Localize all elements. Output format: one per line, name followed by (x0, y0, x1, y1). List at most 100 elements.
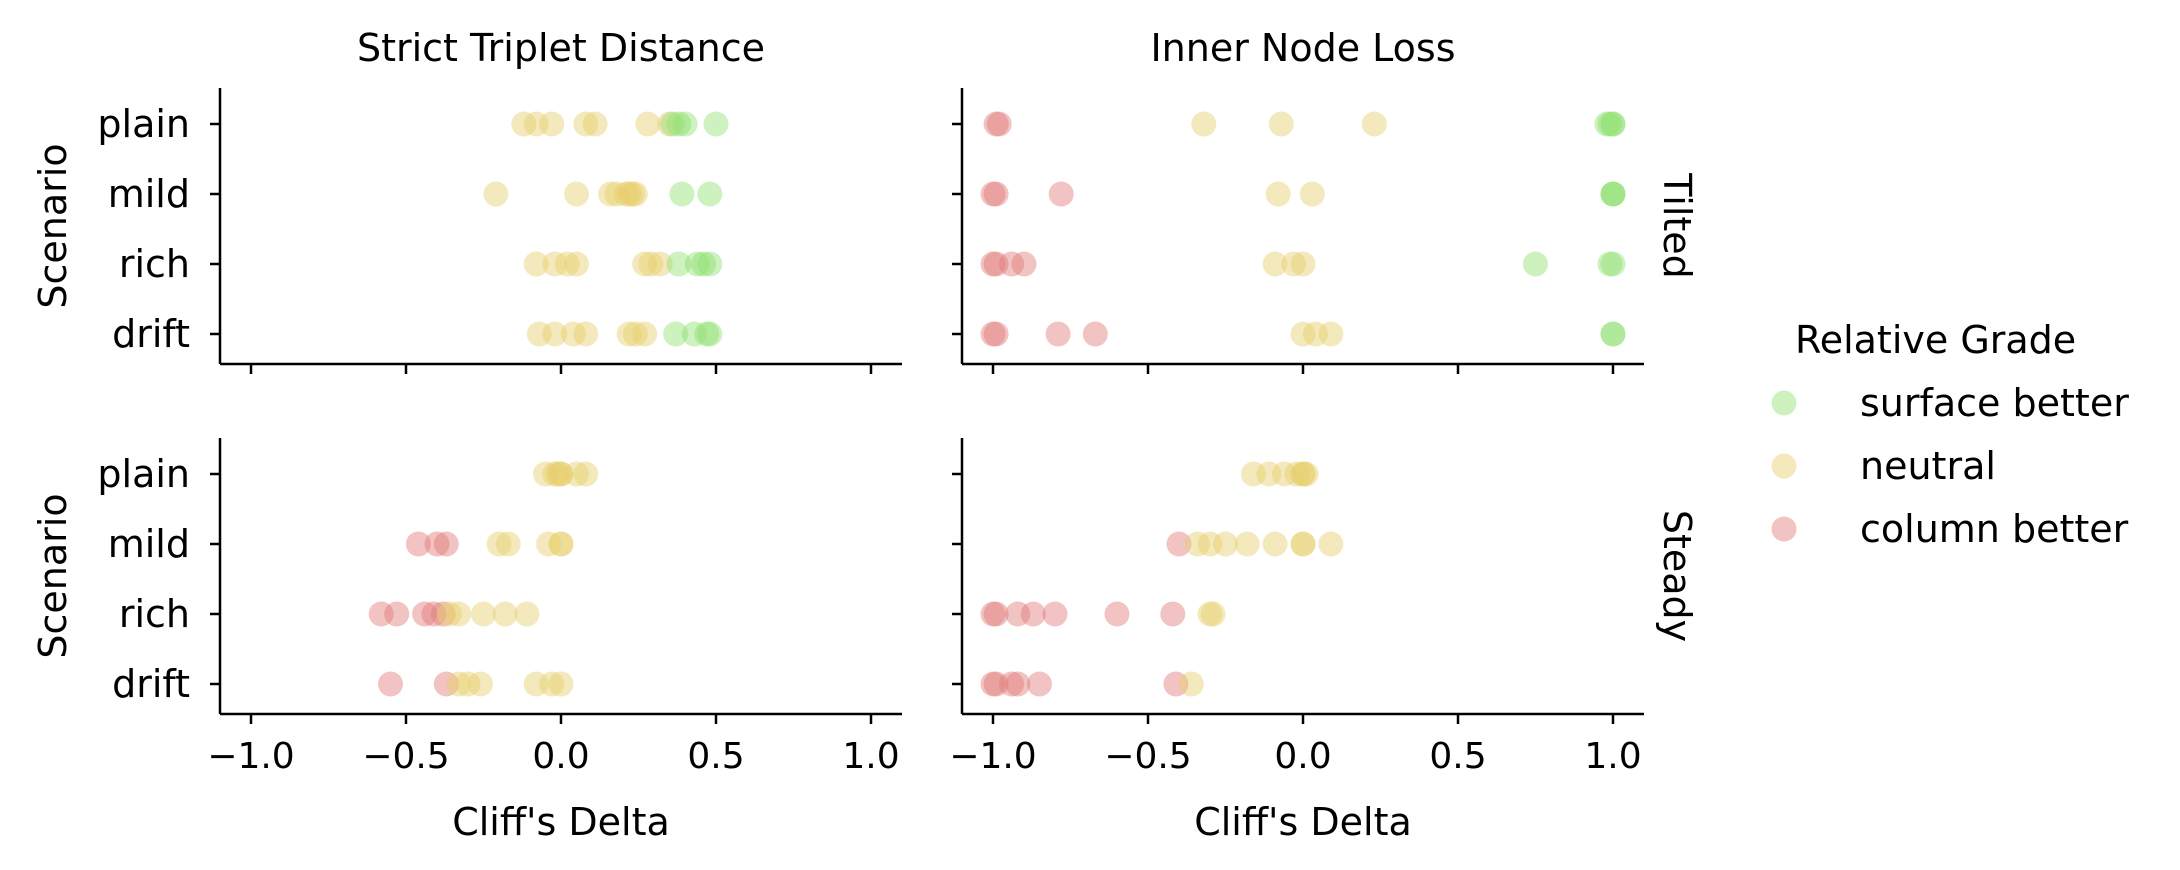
data-point-drift-surface-better (681, 321, 707, 347)
data-point-plain-surface-better (672, 111, 698, 137)
data-point-rich-neutral (1197, 601, 1223, 627)
data-point-plain-column-better (986, 111, 1012, 137)
data-point-mild-neutral (613, 181, 639, 207)
data-point-drift-surface-better (697, 321, 723, 347)
data-point-drift-neutral (523, 671, 549, 697)
panel-tilted-strict-triplet-distance: plain mild rich drift Strict Triplet Distanc… (31, 26, 902, 374)
data-point-rich-neutral (542, 251, 568, 277)
data-point-rich-neutral (492, 601, 518, 627)
column-title-strict-triplet-distance: Strict Triplet Distance (357, 26, 765, 70)
data-point-drift-surface-better (694, 321, 720, 347)
data-point-rich-column-better (1042, 601, 1068, 627)
data-point-rich-column-better (384, 601, 410, 627)
data-point-drift-neutral (526, 321, 552, 347)
data-point-rich-surface-better (697, 251, 723, 277)
data-point-rich-neutral (564, 251, 589, 277)
data-point-rich-neutral (647, 251, 673, 277)
data-point-drift-neutral (560, 321, 586, 347)
data-point-mild-column-better (405, 531, 431, 557)
legend-marker-surface-better (1771, 390, 1797, 416)
data-point-drift-column-better (980, 321, 1006, 347)
data-point-mild-neutral (1213, 531, 1238, 557)
column-title-inner-node-loss: Inner Node Loss (1150, 26, 1455, 70)
x-tick-label: −0.5 (1104, 736, 1191, 777)
data-point-drift-neutral (616, 321, 642, 347)
data-point-plain-neutral (573, 461, 599, 487)
data-point-drift-surface-better (1600, 321, 1626, 347)
legend-marker-column-better (1771, 516, 1797, 542)
data-point-mild-surface-better (697, 181, 723, 207)
row-title-steady: Steady (1655, 510, 1699, 642)
data-point-drift-column-better (1005, 671, 1031, 697)
data-point-plain-neutral (1268, 111, 1294, 137)
data-point-rich-column-better (980, 601, 1006, 627)
data-point-mild-neutral (1234, 531, 1260, 557)
data-point-mild-neutral (1299, 181, 1325, 207)
data-point-mild-surface-better (669, 181, 695, 207)
data-point-rich-surface-better (666, 251, 692, 277)
data-point-mild-column-better (433, 531, 459, 557)
data-point-mild-neutral (1290, 531, 1316, 557)
data-point-plain-neutral (542, 461, 568, 487)
data-point-mild-neutral (1318, 531, 1344, 557)
data-point-drift-neutral (548, 671, 574, 697)
y-tick-label-mild: mild (108, 172, 190, 216)
data-point-mild-neutral (598, 181, 624, 207)
x-axis-label: Cliff's Delta (1194, 800, 1412, 844)
x-tick-label: 0.0 (532, 736, 589, 777)
data-point-rich-neutral (471, 601, 496, 627)
data-point-rich-column-better (983, 251, 1009, 277)
data-point-drift-column-better (999, 671, 1025, 697)
data-point-rich-column-better (1160, 601, 1186, 627)
data-point-mild-neutral (1185, 531, 1211, 557)
data-point-rich-column-better (983, 601, 1009, 627)
row-title-tilted: Tilted (1655, 172, 1699, 279)
data-point-plain-surface-better (1597, 111, 1623, 137)
data-point-drift-neutral (446, 671, 472, 697)
data-point-rich-column-better (430, 601, 456, 627)
data-point-drift-surface-better (663, 321, 689, 347)
data-point-mild-column-better (983, 181, 1009, 207)
x-tick-label: 1.0 (842, 736, 899, 777)
data-point-drift-neutral (539, 671, 565, 697)
x-tick-label: −0.5 (362, 736, 449, 777)
data-point-mild-neutral (1290, 531, 1316, 557)
data-point-drift-neutral (542, 321, 568, 347)
data-point-plain-surface-better (660, 111, 686, 137)
data-point-mild-neutral (604, 181, 630, 207)
y-tick-label-mild: mild (108, 522, 190, 566)
legend-title: Relative Grade (1795, 318, 2076, 362)
data-point-drift-column-better (983, 671, 1009, 697)
data-point-rich-neutral (632, 251, 658, 277)
data-point-drift-column-better (980, 671, 1006, 697)
data-point-drift-neutral (622, 321, 648, 347)
data-point-rich-surface-better (1523, 251, 1548, 277)
data-point-rich-neutral (1262, 251, 1288, 277)
data-point-plain-neutral (1361, 111, 1387, 137)
data-point-plain-neutral (1191, 111, 1217, 137)
data-point-drift-neutral (455, 671, 481, 697)
data-point-plain-neutral (564, 461, 589, 487)
data-point-rich-surface-better (1597, 251, 1623, 277)
data-point-rich-column-better (412, 601, 438, 627)
data-point-rich-neutral (523, 251, 549, 277)
data-point-rich-neutral (1200, 601, 1226, 627)
data-point-drift-neutral (1302, 321, 1328, 347)
panel-steady-inner-node-loss: −1.0 −0.5 0.0 0.5 1.0 Cliff's Delta Steady (949, 438, 1699, 844)
data-point-rich-column-better (1020, 601, 1046, 627)
data-point-plain-neutral (1290, 461, 1316, 487)
panel-steady-strict-triplet-distance: plain mild rich drift −1.0 −0.5 0.0 0.5 1.0 Cliff… (31, 438, 902, 844)
data-point-rich-column-better (1011, 251, 1037, 277)
data-point-drift-column-better (1045, 321, 1071, 347)
data-point-mild-neutral (1265, 181, 1291, 207)
legend-label-neutral: neutral (1860, 444, 1996, 488)
data-point-mild-neutral (536, 531, 562, 557)
data-point-mild-column-better (424, 531, 450, 557)
data-point-rich-column-better (1005, 601, 1031, 627)
x-tick-label: 0.5 (1429, 736, 1486, 777)
x-tick-label: −1.0 (207, 736, 294, 777)
y-tick-label-drift: drift (112, 662, 190, 706)
y-tick-label-rich: rich (119, 242, 190, 286)
data-point-plain-neutral (1284, 461, 1310, 487)
data-point-rich-surface-better (691, 251, 717, 277)
